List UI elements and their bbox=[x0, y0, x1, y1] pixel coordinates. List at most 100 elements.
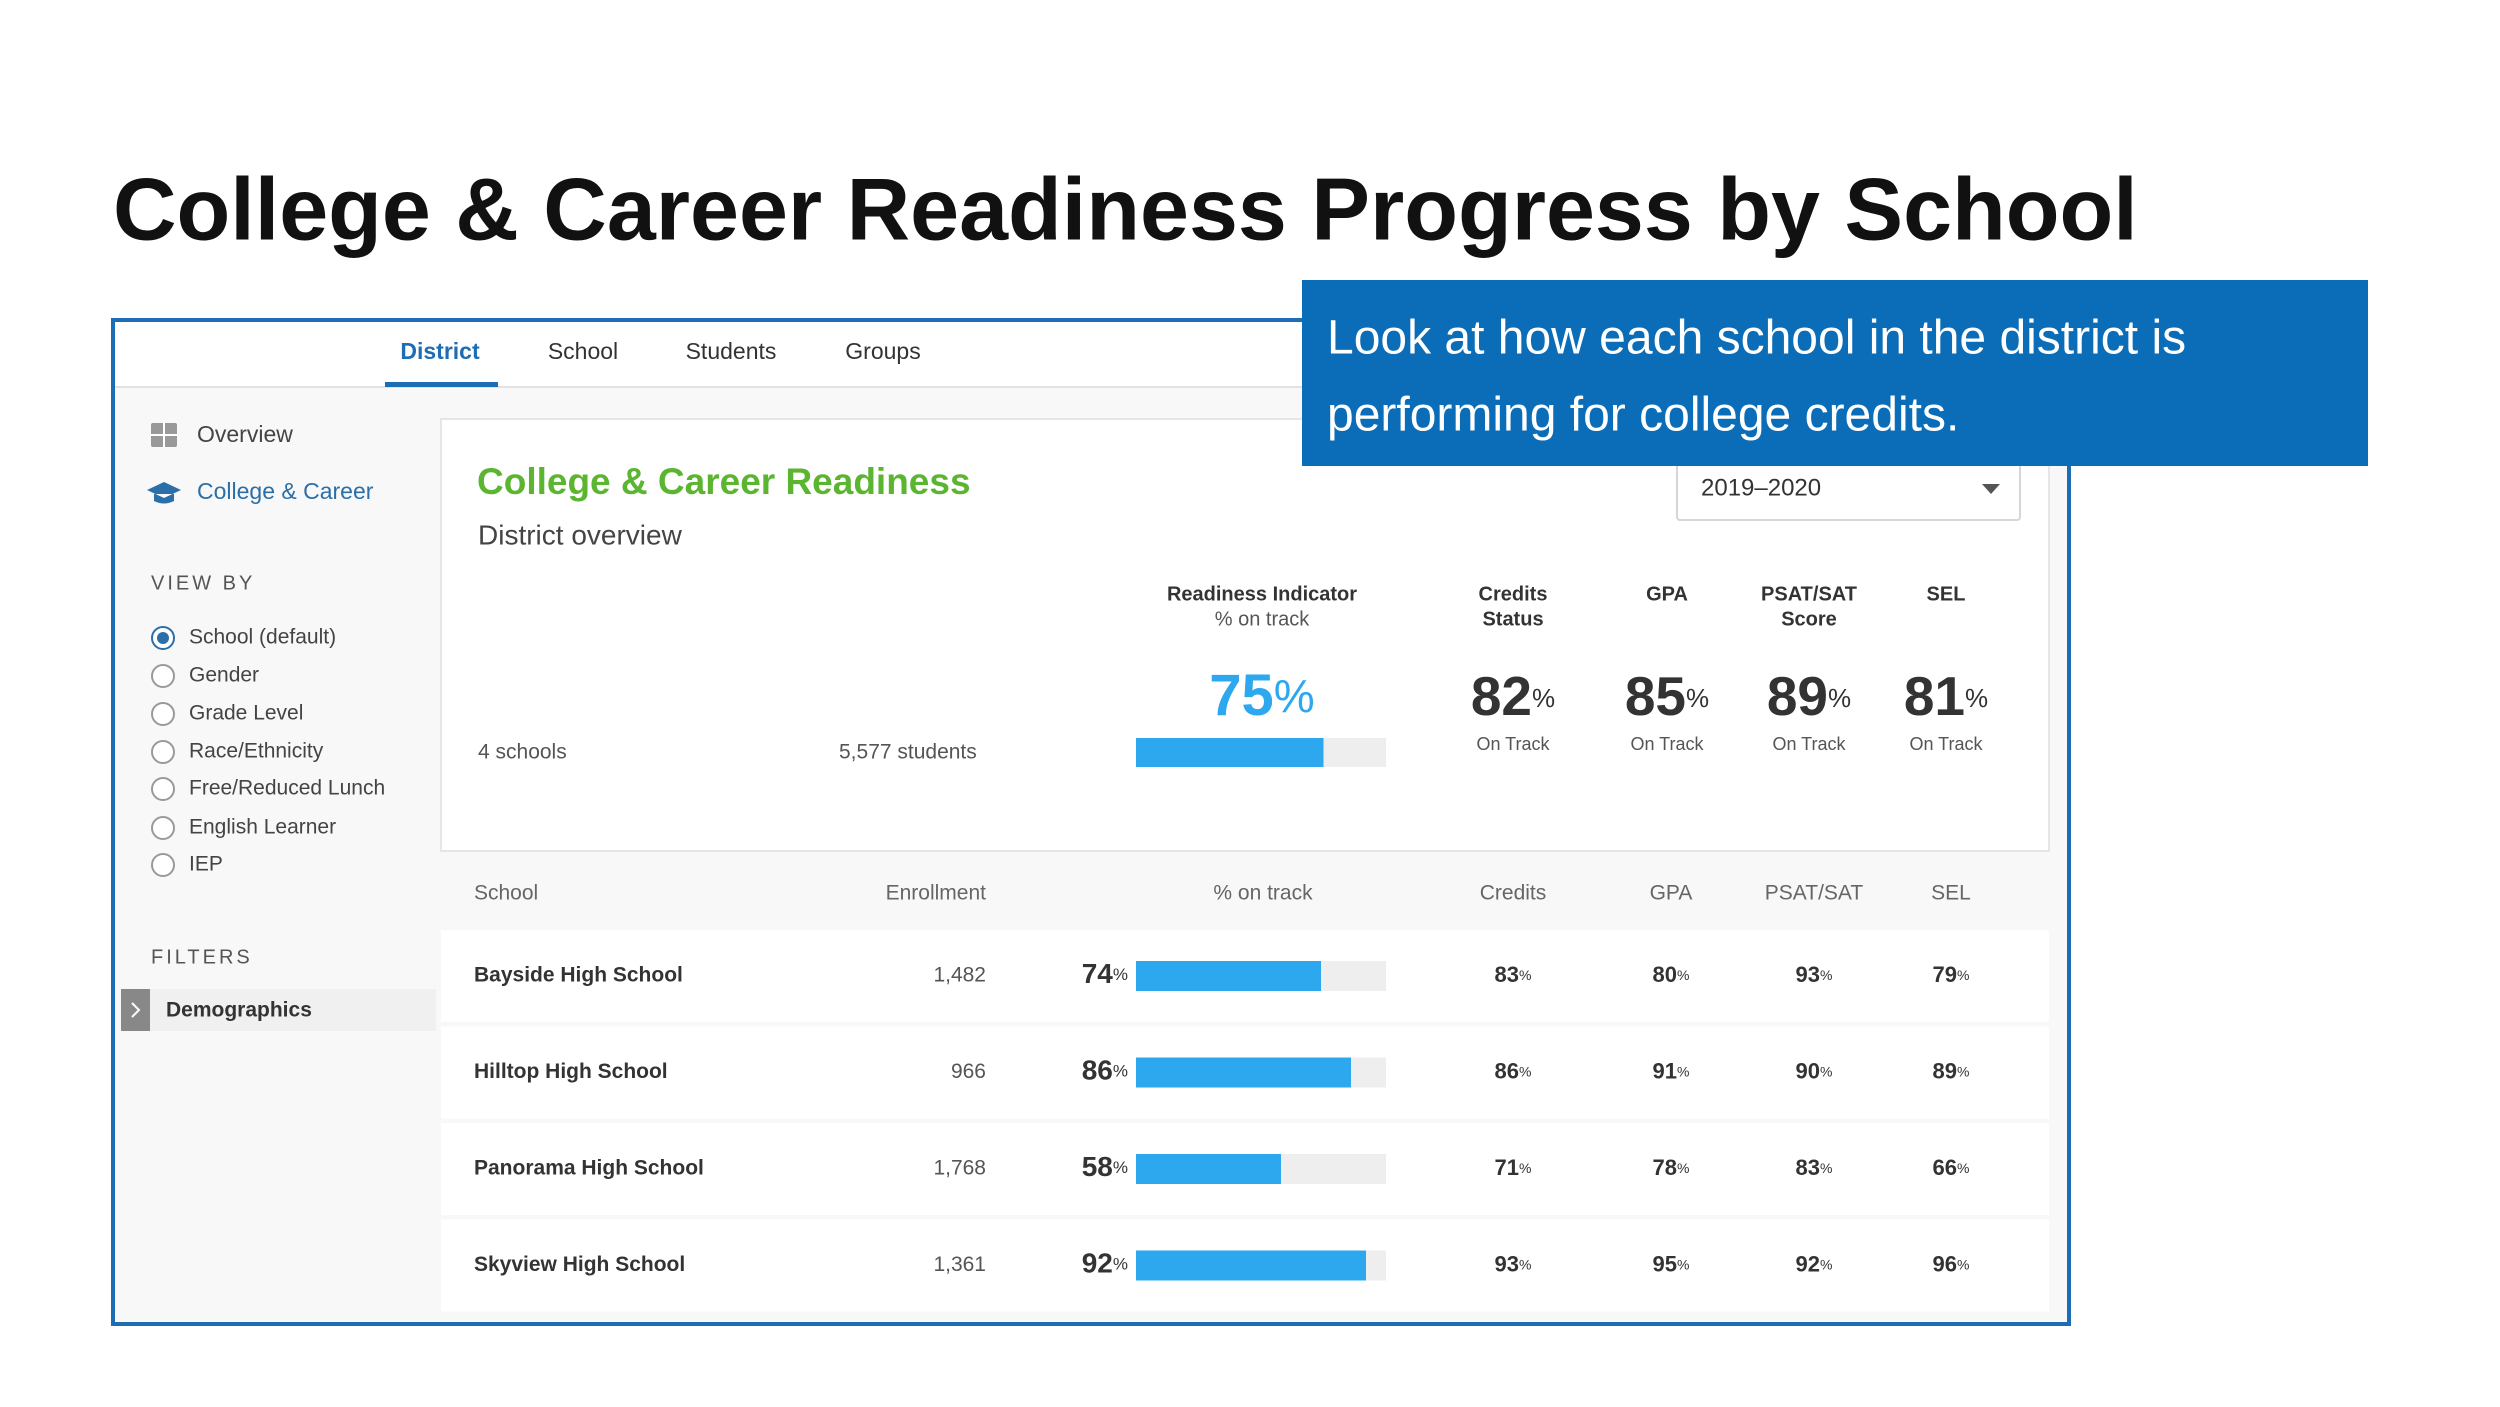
school-count: 4 schools bbox=[478, 741, 567, 764]
row-metric-number: 91 bbox=[1653, 1058, 1677, 1083]
enrollment: 1,768 bbox=[933, 1157, 986, 1180]
row-metric: 83% bbox=[1796, 1155, 1833, 1180]
metric-value: 89% bbox=[1767, 665, 1851, 727]
metric-value-number: 81 bbox=[1904, 665, 1965, 727]
row-metric-number: 83 bbox=[1495, 962, 1519, 987]
row-on-track-number: 86 bbox=[1082, 1055, 1113, 1086]
radio[interactable] bbox=[151, 777, 175, 801]
nav-tab[interactable]: District bbox=[400, 338, 480, 364]
radio[interactable] bbox=[151, 702, 175, 726]
row-on-track: 86% bbox=[1082, 1055, 1128, 1086]
metric-note: On Track bbox=[1630, 734, 1704, 754]
metric-value-number: 89 bbox=[1767, 665, 1828, 727]
radio[interactable] bbox=[151, 740, 175, 764]
enrollment: 1,482 bbox=[933, 964, 986, 987]
row-metric-unit: % bbox=[1677, 1256, 1689, 1272]
row-on-track-number: 58 bbox=[1082, 1151, 1113, 1182]
row-metric-number: 86 bbox=[1495, 1058, 1519, 1083]
metric-value-number: 82 bbox=[1471, 665, 1532, 727]
student-count: 5,577 students bbox=[839, 741, 977, 764]
row-metric-number: 66 bbox=[1933, 1155, 1957, 1180]
metric-value: 81% bbox=[1904, 665, 1988, 727]
radio-label[interactable]: Grade Level bbox=[189, 702, 303, 725]
sidebar-link[interactable]: Overview bbox=[197, 421, 293, 447]
metric-value-unit: % bbox=[1532, 683, 1555, 713]
row-on-track-unit: % bbox=[1113, 1062, 1128, 1081]
metric-note: On Track bbox=[1476, 734, 1550, 754]
enrollment: 1,361 bbox=[933, 1253, 986, 1276]
radio-label[interactable]: School (default) bbox=[189, 626, 336, 649]
row-on-track: 74% bbox=[1082, 958, 1128, 989]
row-metric: 71% bbox=[1495, 1155, 1532, 1180]
column-header: Enrollment bbox=[886, 882, 987, 905]
sidebar-link[interactable]: College & Career bbox=[197, 478, 374, 504]
radio[interactable] bbox=[151, 853, 175, 877]
row-metric: 83% bbox=[1495, 962, 1532, 987]
filter-row[interactable] bbox=[121, 989, 436, 1031]
row-metric-unit: % bbox=[1519, 1160, 1531, 1176]
row-metric: 92% bbox=[1796, 1251, 1833, 1276]
callout-text: performing for college credits. bbox=[1327, 389, 1959, 442]
row-on-track-number: 92 bbox=[1082, 1248, 1113, 1279]
nav-tab[interactable]: School bbox=[548, 338, 618, 364]
on-track-bar bbox=[1136, 1154, 1281, 1184]
row-on-track: 92% bbox=[1082, 1248, 1128, 1279]
row-metric-unit: % bbox=[1957, 1256, 1969, 1272]
filter-label[interactable]: Demographics bbox=[166, 999, 312, 1022]
radio-label[interactable]: Free/Reduced Lunch bbox=[189, 777, 385, 800]
metric-label: Score bbox=[1781, 608, 1837, 630]
active-tab-indicator bbox=[385, 382, 498, 387]
row-metric: 91% bbox=[1653, 1058, 1690, 1083]
dropdown-value[interactable]: 2019–2020 bbox=[1701, 474, 1821, 501]
on-track-bar bbox=[1136, 1250, 1366, 1281]
row-on-track-unit: % bbox=[1113, 1255, 1128, 1274]
metric-value-unit: % bbox=[1828, 683, 1851, 713]
row-metric-unit: % bbox=[1957, 1160, 1969, 1176]
row-metric-unit: % bbox=[1519, 1256, 1531, 1272]
row-metric-number: 78 bbox=[1653, 1155, 1677, 1180]
readiness-value: 75% bbox=[1209, 663, 1314, 728]
radio-label[interactable]: Race/Ethnicity bbox=[189, 740, 324, 763]
overview-card bbox=[440, 418, 2050, 852]
section-heading: VIEW BY bbox=[151, 572, 255, 594]
column-header: SEL bbox=[1931, 882, 1971, 905]
nav-tab[interactable]: Groups bbox=[845, 338, 920, 364]
radio-label[interactable]: Gender bbox=[189, 664, 259, 687]
metric-value-unit: % bbox=[1965, 683, 1988, 713]
nav-tab[interactable]: Students bbox=[686, 338, 777, 364]
enrollment: 966 bbox=[951, 1060, 986, 1083]
metric-label: GPA bbox=[1646, 583, 1688, 605]
radio-label[interactable]: IEP bbox=[189, 853, 223, 876]
row-on-track: 58% bbox=[1082, 1151, 1128, 1182]
chevron bbox=[131, 1002, 141, 1018]
readiness-bar bbox=[1136, 738, 1324, 767]
row-metric: 78% bbox=[1653, 1155, 1690, 1180]
metric-value-unit: % bbox=[1686, 683, 1709, 713]
filter-toggle[interactable] bbox=[121, 989, 150, 1031]
metric-label: Status bbox=[1482, 608, 1543, 630]
metric-label: Credits bbox=[1479, 583, 1548, 605]
row-metric: 93% bbox=[1796, 962, 1833, 987]
row-metric-unit: % bbox=[1957, 967, 1969, 983]
row-on-track-unit: % bbox=[1113, 965, 1128, 984]
row-metric-unit: % bbox=[1820, 1063, 1832, 1079]
radio[interactable] bbox=[151, 816, 175, 840]
row-metric-unit: % bbox=[1820, 1160, 1832, 1176]
row-on-track-unit: % bbox=[1113, 1158, 1128, 1177]
row-metric: 66% bbox=[1933, 1155, 1970, 1180]
row-metric-number: 71 bbox=[1495, 1155, 1519, 1180]
school-name: Bayside High School bbox=[474, 964, 683, 987]
metric-sublabel: % on track bbox=[1215, 608, 1310, 630]
column-header: % on track bbox=[1213, 882, 1313, 905]
radio-label[interactable]: English Learner bbox=[189, 816, 336, 839]
row-metric-number: 93 bbox=[1796, 962, 1820, 987]
row-metric-unit: % bbox=[1519, 1063, 1531, 1079]
row-metric-unit: % bbox=[1957, 1063, 1969, 1079]
radio[interactable] bbox=[151, 664, 175, 688]
section-heading: FILTERS bbox=[151, 946, 253, 968]
card-title: College & Career Readiness bbox=[477, 461, 971, 502]
row-metric-unit: % bbox=[1519, 967, 1531, 983]
metric-label: SEL bbox=[1927, 583, 1966, 605]
row-metric-unit: % bbox=[1820, 967, 1832, 983]
